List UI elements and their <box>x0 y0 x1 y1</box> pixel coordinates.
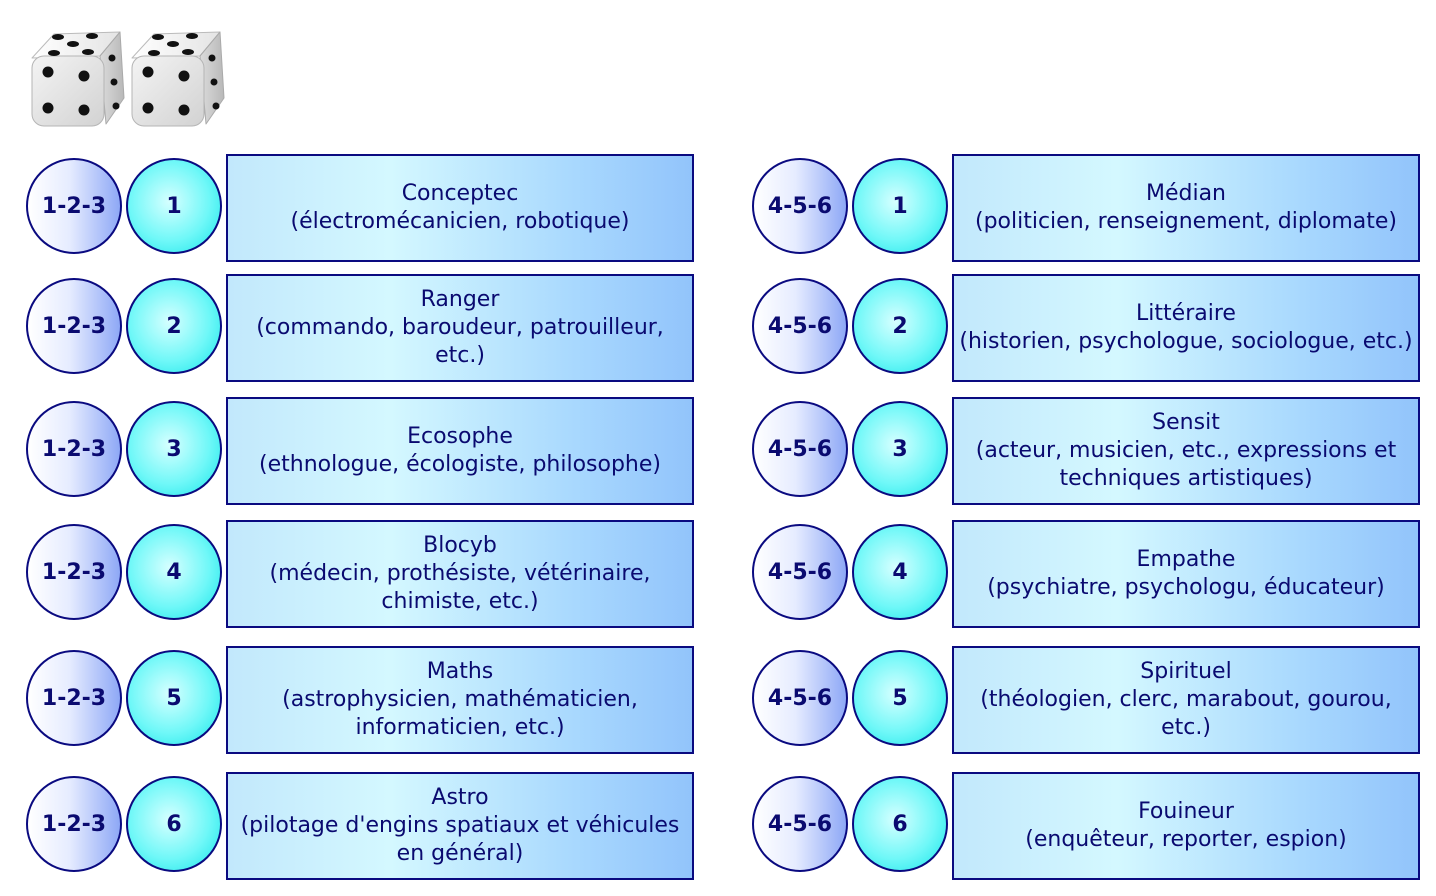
career-detail: (astrophysicien, mathématicien, informat… <box>282 687 638 740</box>
career-name: Sensit <box>1152 410 1220 435</box>
career-detail: (théologien, clerc, marabout, gourou, et… <box>980 687 1392 740</box>
career-name: Médian <box>1145 181 1227 206</box>
career-detail: (électromécanicien, robotique) <box>290 209 630 234</box>
dice-icon <box>31 31 225 127</box>
career-box: Médian (politicien, renseignement, diplo… <box>952 154 1420 262</box>
dice-group-badge: 1-2-3 <box>26 158 122 254</box>
career-box: Spirituel (théologien, clerc, marabout, … <box>952 646 1420 754</box>
career-box: Littéraire (historien, psychologue, soci… <box>952 274 1420 382</box>
career-name: Conceptec <box>401 181 519 206</box>
career-detail: (commando, baroudeur, patrouilleur, etc.… <box>256 315 664 368</box>
career-detail: (enquêteur, reporter, espion) <box>1025 827 1347 852</box>
die-right-icon <box>131 31 225 127</box>
dice-group-badge: 1-2-3 <box>26 650 122 746</box>
career-detail: (politicien, renseignement, diplomate) <box>974 209 1398 234</box>
career-row: 4-5-6 6 Fouineur (enquêteur, reporter, e… <box>752 772 1420 880</box>
career-row: 4-5-6 3 Sensit (acteur, musicien, etc., … <box>752 397 1420 505</box>
dice-group-badge: 4-5-6 <box>752 278 848 374</box>
dice-number-badge: 6 <box>852 776 948 872</box>
career-name: Blocyb <box>423 533 497 558</box>
career-row: 1-2-3 3 Ecosophe (ethnologue, écologiste… <box>26 397 694 505</box>
dice-group-badge: 1-2-3 <box>26 776 122 872</box>
career-detail: (acteur, musicien, etc., expressions et … <box>975 438 1397 491</box>
career-row: 1-2-3 4 Blocyb (médecin, prothésiste, vé… <box>26 520 694 628</box>
dice-group-badge: 4-5-6 <box>752 401 848 497</box>
dice-number-badge: 5 <box>852 650 948 746</box>
career-detail: (pilotage d'engins spatiaux et véhicules… <box>240 813 680 866</box>
career-box: Ranger (commando, baroudeur, patrouilleu… <box>226 274 694 382</box>
dice-group-badge: 1-2-3 <box>26 278 122 374</box>
career-detail: (médecin, prothésiste, vétérinaire, chim… <box>269 561 651 614</box>
career-detail: (ethnologue, écologiste, philosophe) <box>259 452 661 477</box>
dice-number-badge: 4 <box>852 524 948 620</box>
career-row: 4-5-6 1 Médian (politicien, renseignemen… <box>752 154 1420 262</box>
career-name: Empathe <box>1136 547 1236 572</box>
dice-group-badge: 1-2-3 <box>26 524 122 620</box>
dice-number-badge: 1 <box>852 158 948 254</box>
dice-number-badge: 2 <box>852 278 948 374</box>
career-name: Ranger <box>420 287 500 312</box>
career-detail: (historien, psychologue, sociologue, etc… <box>959 329 1413 354</box>
career-box: Sensit (acteur, musicien, etc., expressi… <box>952 397 1420 505</box>
dice-group-badge: 4-5-6 <box>752 524 848 620</box>
career-row: 4-5-6 5 Spirituel (théologien, clerc, ma… <box>752 646 1420 754</box>
career-name: Fouineur <box>1138 799 1234 824</box>
career-row: 4-5-6 2 Littéraire (historien, psycholog… <box>752 274 1420 382</box>
dice-number-badge: 1 <box>126 158 222 254</box>
career-row: 1-2-3 2 Ranger (commando, baroudeur, pat… <box>26 274 694 382</box>
career-detail: (psychiatre, psychologu, éducateur) <box>987 575 1385 600</box>
dice-number-badge: 4 <box>126 524 222 620</box>
career-box: Empathe (psychiatre, psychologu, éducate… <box>952 520 1420 628</box>
dice-group-badge: 4-5-6 <box>752 650 848 746</box>
career-row: 1-2-3 1 Conceptec (électromécanicien, ro… <box>26 154 694 262</box>
career-row: 1-2-3 5 Maths (astrophysicien, mathémati… <box>26 646 694 754</box>
dice-number-badge: 5 <box>126 650 222 746</box>
dice-number-badge: 2 <box>126 278 222 374</box>
career-row: 1-2-3 6 Astro (pilotage d'engins spatiau… <box>26 772 694 880</box>
career-name: Spirituel <box>1140 659 1232 684</box>
career-box: Blocyb (médecin, prothésiste, vétérinair… <box>226 520 694 628</box>
career-name: Littéraire <box>1136 301 1236 326</box>
career-name: Ecosophe <box>407 424 513 449</box>
dice-group-badge: 1-2-3 <box>26 401 122 497</box>
career-box: Fouineur (enquêteur, reporter, espion) <box>952 772 1420 880</box>
career-name: Astro <box>431 785 489 810</box>
career-box: Conceptec (électromécanicien, robotique) <box>226 154 694 262</box>
career-row: 4-5-6 4 Empathe (psychiatre, psychologu,… <box>752 520 1420 628</box>
career-box: Ecosophe (ethnologue, écologiste, philos… <box>226 397 694 505</box>
dice-number-badge: 3 <box>852 401 948 497</box>
dice-number-badge: 6 <box>126 776 222 872</box>
career-name: Maths <box>426 659 494 684</box>
die-left-icon <box>31 31 125 127</box>
dice-group-badge: 4-5-6 <box>752 776 848 872</box>
career-box: Maths (astrophysicien, mathématicien, in… <box>226 646 694 754</box>
career-box: Astro (pilotage d'engins spatiaux et véh… <box>226 772 694 880</box>
dice-number-badge: 3 <box>126 401 222 497</box>
dice-group-badge: 4-5-6 <box>752 158 848 254</box>
